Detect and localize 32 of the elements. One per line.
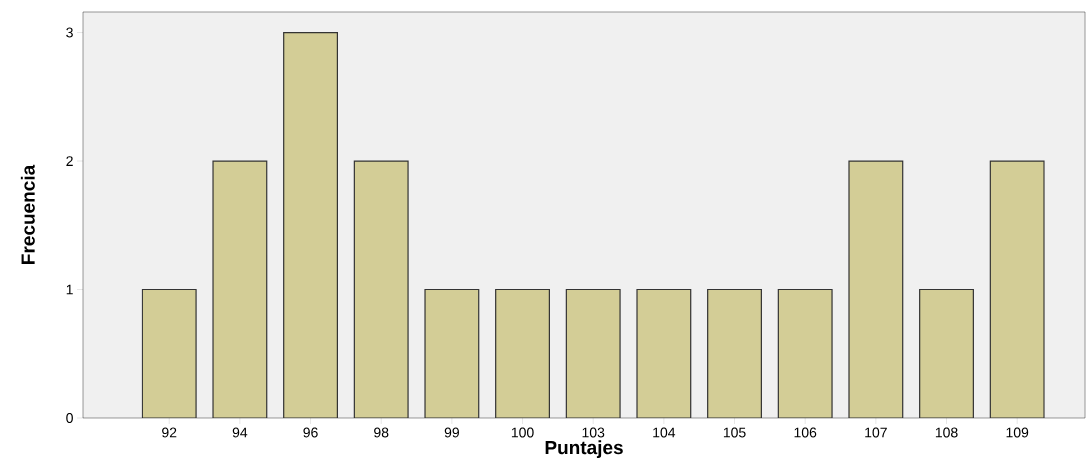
x-tick-label: 96 <box>303 427 318 438</box>
bar <box>425 289 479 418</box>
bar <box>919 289 974 418</box>
y-tick-label: 0 <box>66 413 73 423</box>
x-axis-title: Puntajes <box>545 440 623 459</box>
bar <box>566 289 621 418</box>
x-tick-label: 94 <box>232 427 248 438</box>
y-axis-title: Frecuencia <box>20 164 35 264</box>
x-tick-label: 107 <box>865 427 887 438</box>
bar <box>707 289 762 418</box>
bar <box>283 32 338 418</box>
bar <box>213 161 267 418</box>
bar <box>849 161 903 418</box>
bar <box>778 289 833 418</box>
x-tick-label: 105 <box>723 427 746 438</box>
y-tick-label: 2 <box>66 156 73 166</box>
x-tick-label: 100 <box>511 427 534 438</box>
bar <box>989 160 1045 418</box>
x-tick-label: 108 <box>935 427 958 438</box>
bar <box>142 289 197 418</box>
x-tick-label: 103 <box>582 427 605 438</box>
y-tick-label: 1 <box>66 284 73 295</box>
x-tick-label: 99 <box>444 427 459 438</box>
x-tick-label: 98 <box>374 427 389 438</box>
bar <box>637 289 691 418</box>
bar <box>495 289 550 418</box>
y-tick-label: 3 <box>66 27 73 38</box>
x-tick-label: 109 <box>1006 427 1029 438</box>
x-tick-label: 92 <box>162 427 177 438</box>
x-tick-label: 104 <box>653 427 676 438</box>
x-tick-label: 106 <box>794 427 817 438</box>
bar <box>354 161 409 418</box>
